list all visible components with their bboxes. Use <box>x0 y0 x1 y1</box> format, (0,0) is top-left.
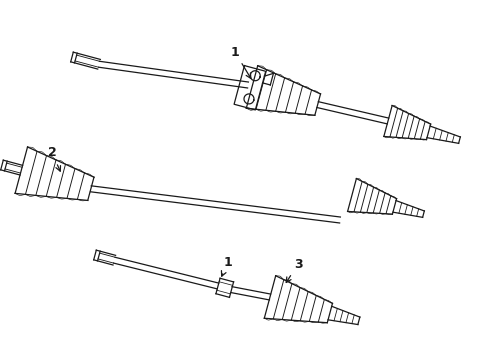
Text: 2: 2 <box>48 147 60 171</box>
Text: 3: 3 <box>286 257 302 283</box>
Text: 1: 1 <box>221 256 232 276</box>
Text: 1: 1 <box>231 45 251 78</box>
